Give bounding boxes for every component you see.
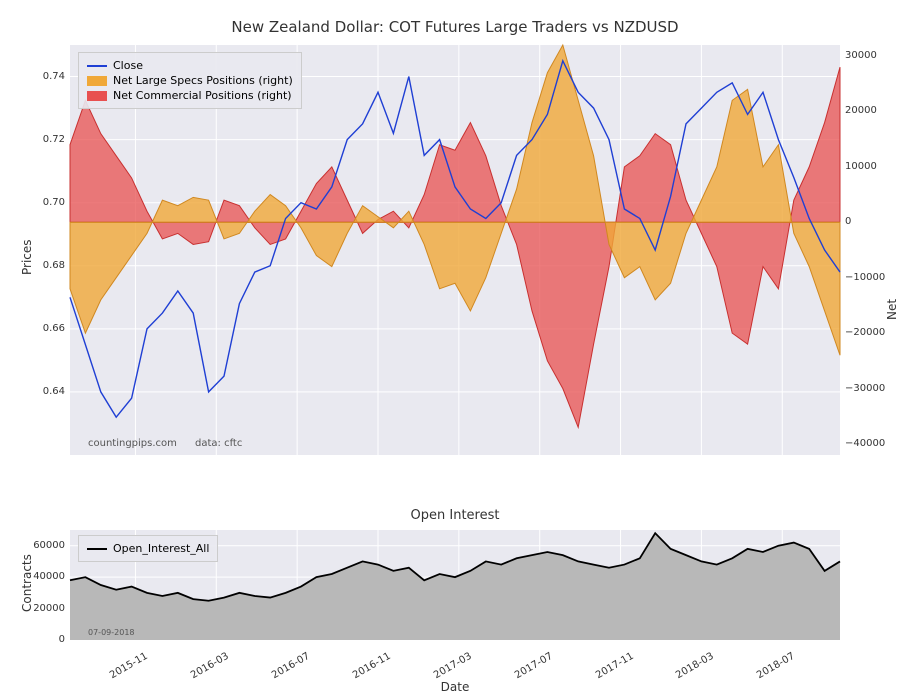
main-chart-title: New Zealand Dollar: COT Futures Large Tr…	[70, 18, 840, 36]
oi-legend: Open_Interest_All	[78, 535, 218, 562]
legend-item-oi: Open_Interest_All	[87, 542, 209, 555]
y-right-label: Net Futures Contracts	[885, 262, 900, 320]
y-left-tick: 0.66	[30, 323, 65, 334]
y-left-tick: 0.72	[30, 134, 65, 145]
legend-label-oi: Open_Interest_All	[113, 542, 209, 555]
watermark-data: data: cftc	[195, 438, 242, 449]
legend-label-specs: Net Large Specs Positions (right)	[113, 74, 293, 87]
y-left-tick: 0.74	[30, 71, 65, 82]
oi-watermark-date: 07-09-2018	[88, 628, 135, 637]
y-right-tick: 30000	[845, 50, 877, 61]
y-right-tick: −40000	[845, 438, 885, 449]
legend-item-close: Close	[87, 59, 293, 72]
y-right-tick: 20000	[845, 105, 877, 116]
y-right-tick: −20000	[845, 327, 885, 338]
legend-item-specs: Net Large Specs Positions (right)	[87, 74, 293, 87]
oi-y-tick: 40000	[30, 571, 65, 582]
y-right-tick: −10000	[845, 272, 885, 283]
legend-label-comm: Net Commercial Positions (right)	[113, 89, 292, 102]
y-left-tick: 0.68	[30, 260, 65, 271]
legend-swatch-specs	[87, 76, 107, 86]
legend-swatch-close	[87, 65, 107, 67]
y-left-tick: 0.70	[30, 197, 65, 208]
oi-y-tick: 60000	[30, 540, 65, 551]
oi-y-label: Contracts	[20, 554, 34, 612]
y-right-tick: −30000	[845, 383, 885, 394]
legend-label-close: Close	[113, 59, 143, 72]
y-right-tick: 0	[845, 216, 851, 227]
oi-chart-title: Open Interest	[70, 508, 840, 523]
y-left-label: Prices	[20, 239, 34, 275]
main-legend: Close Net Large Specs Positions (right) …	[78, 52, 302, 109]
legend-swatch-oi	[87, 548, 107, 550]
legend-item-comm: Net Commercial Positions (right)	[87, 89, 293, 102]
legend-swatch-comm	[87, 91, 107, 101]
oi-y-tick: 0	[30, 634, 65, 645]
x-axis-label: Date	[70, 680, 840, 694]
oi-y-tick: 20000	[30, 603, 65, 614]
y-right-tick: 10000	[845, 161, 877, 172]
y-left-tick: 0.64	[30, 386, 65, 397]
watermark-source: countingpips.com	[88, 438, 177, 449]
